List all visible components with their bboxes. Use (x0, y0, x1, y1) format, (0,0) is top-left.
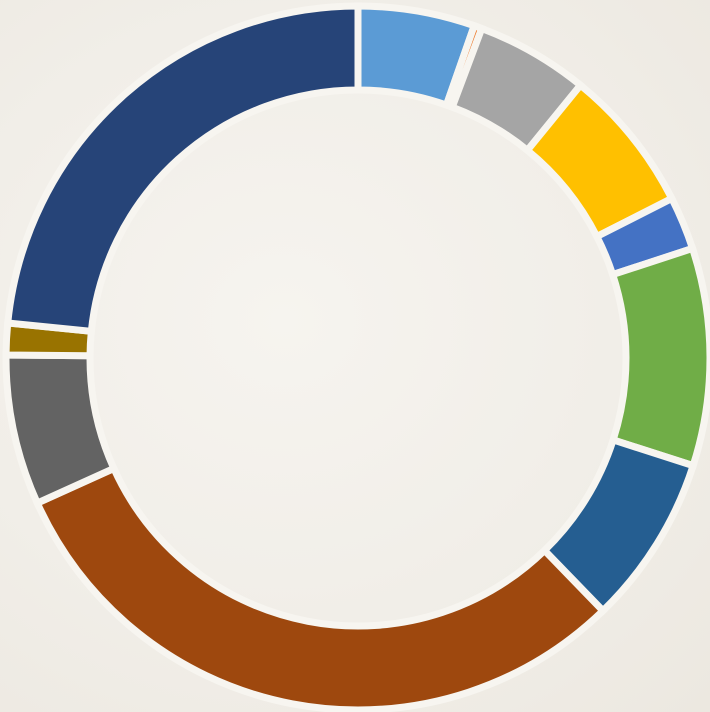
donut-slice-6 (608, 244, 710, 471)
donut-slice-11 (3, 2, 362, 336)
donut-slice-8 (32, 463, 608, 712)
